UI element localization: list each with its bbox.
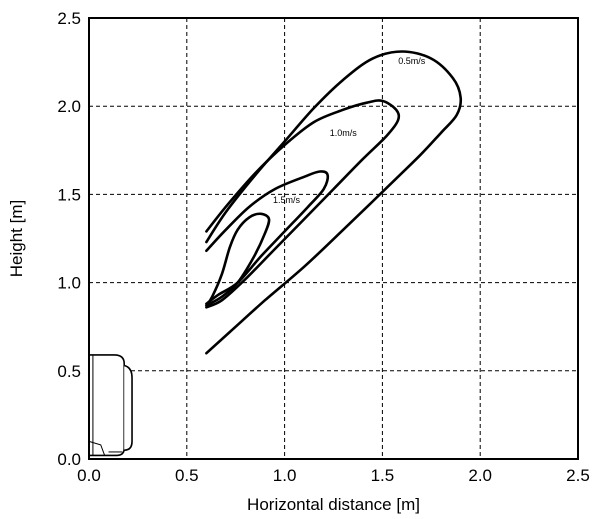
contour-line xyxy=(205,99,401,309)
y-axis-label: Height [m] xyxy=(7,200,26,277)
contour-label: 0.5m/s xyxy=(398,56,426,66)
y-tick-label: 2.5 xyxy=(57,9,81,28)
y-tick-label: 1.5 xyxy=(57,185,81,204)
indoor-unit-base-bracket xyxy=(88,440,106,456)
x-tick-label: 0.0 xyxy=(77,466,101,485)
x-axis-label: Horizontal distance [m] xyxy=(247,495,420,514)
plot-frame xyxy=(88,17,579,460)
y-tick-label: 0.5 xyxy=(57,362,81,381)
contour-label: 1.5m/s xyxy=(273,195,301,205)
grid-lines xyxy=(89,18,578,459)
contour-lines: 0.5m/s 1.0m/s 1.5m/s xyxy=(205,50,463,355)
x-tick-label: 0.5 xyxy=(175,466,199,485)
contour-line xyxy=(205,50,463,355)
contour-line xyxy=(205,212,271,307)
x-tick-label: 2.0 xyxy=(468,466,492,485)
y-tick-label: 2.0 xyxy=(57,97,81,116)
x-tick-label: 1.5 xyxy=(371,466,395,485)
contour-label: 1.0m/s xyxy=(330,128,358,138)
x-tick-label: 1.0 xyxy=(273,466,297,485)
x-tick-label: 2.5 xyxy=(566,466,590,485)
contour-line xyxy=(205,170,330,306)
y-tick-label: 1.0 xyxy=(57,274,81,293)
y-tick-label: 0.0 xyxy=(57,450,81,469)
indoor-unit-body xyxy=(88,354,126,457)
y-tick-labels: 0.0 0.5 1.0 1.5 2.0 2.5 xyxy=(57,9,81,469)
indoor-unit-drawing xyxy=(88,354,133,457)
x-tick-labels: 0.0 0.5 1.0 1.5 2.0 2.5 xyxy=(77,466,590,485)
indoor-unit-front-panel xyxy=(123,364,133,451)
